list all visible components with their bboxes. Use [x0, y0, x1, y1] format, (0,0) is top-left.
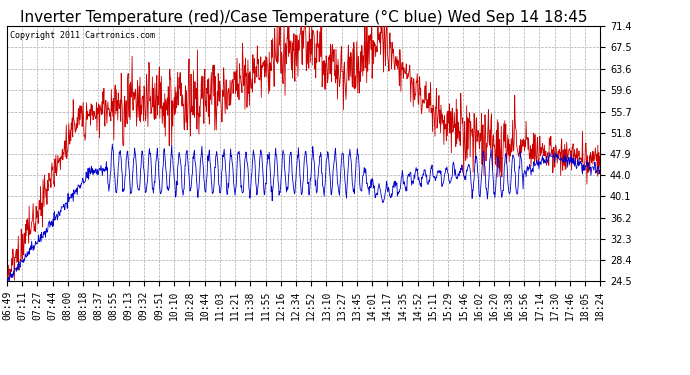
Text: Copyright 2011 Cartronics.com: Copyright 2011 Cartronics.com [10, 32, 155, 40]
Title: Inverter Temperature (red)/Case Temperature (°C blue) Wed Sep 14 18:45: Inverter Temperature (red)/Case Temperat… [20, 10, 587, 25]
